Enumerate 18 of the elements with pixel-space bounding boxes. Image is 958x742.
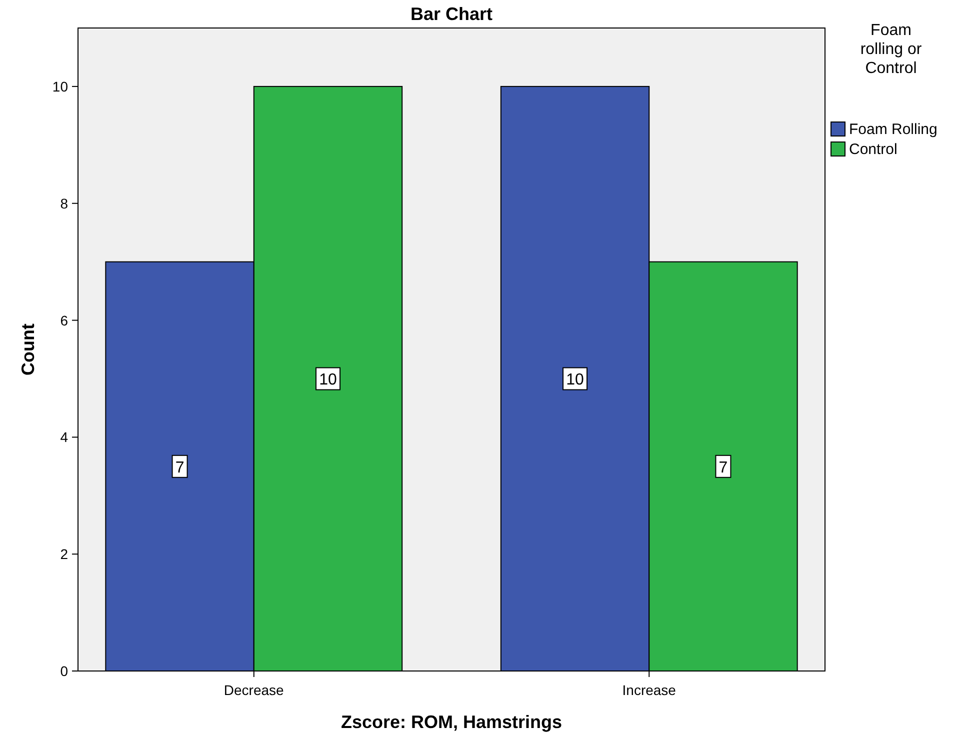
y-axis-title: Count [18, 324, 38, 376]
legend-title: Foam rolling or Control [860, 22, 922, 77]
legend-label: Control [849, 141, 898, 158]
y-tick-label: 4 [60, 429, 68, 446]
data-label: 7 [718, 459, 728, 476]
chart-title: Bar Chart [410, 4, 493, 24]
y-tick-label: 8 [60, 195, 68, 212]
y-tick-label: 6 [60, 312, 68, 328]
data-label: 10 [566, 372, 584, 389]
data-label: 10 [319, 372, 337, 389]
x-axis-title: Zscore: ROM, Hamstrings [340, 712, 562, 732]
legend-label: Foam Rolling [849, 121, 938, 138]
x-tick-label: Decrease [224, 682, 284, 698]
x-tick-label: Increase [622, 682, 676, 698]
y-tick-label: 2 [60, 546, 68, 562]
data-label: 7 [175, 459, 184, 476]
y-tick-label: 0 [60, 663, 68, 679]
y-tick-label: 10 [52, 78, 68, 94]
